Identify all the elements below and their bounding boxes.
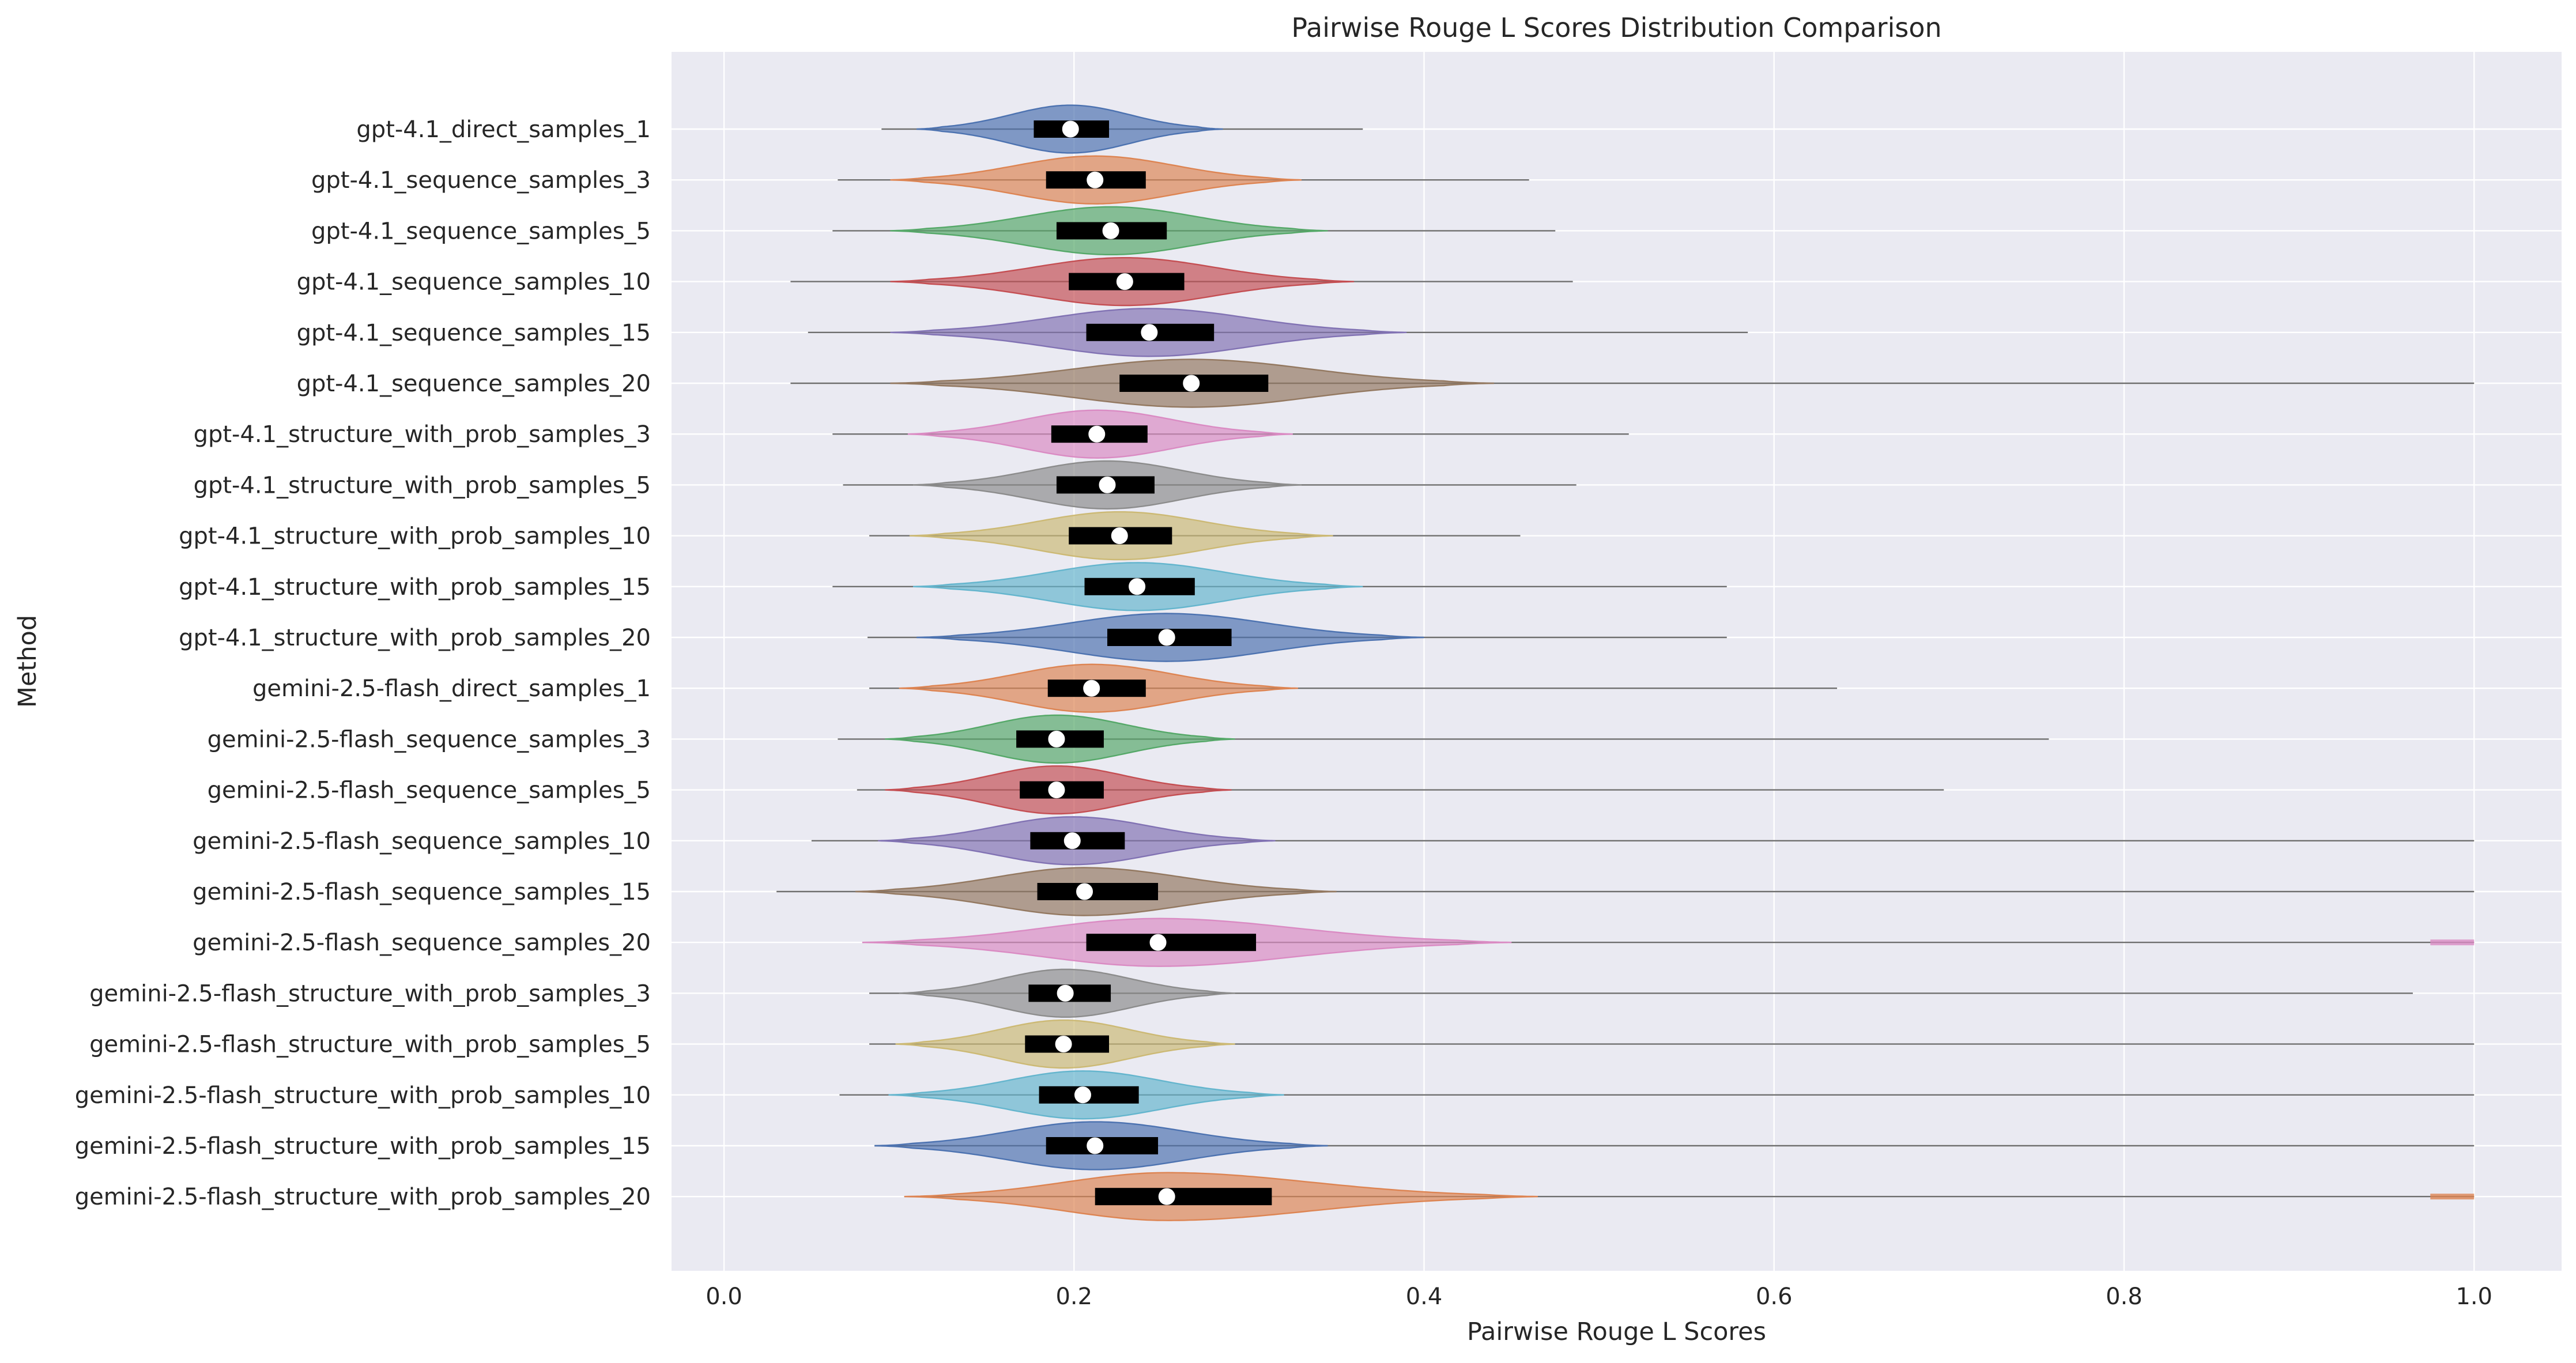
violin-tail [2430, 939, 2475, 946]
violin-median-point [1048, 781, 1065, 799]
y-tick-label: gemini-2.5-flash_sequence_samples_5 [208, 777, 651, 804]
violin-median-point [1141, 324, 1158, 341]
x-tick-label: 0.0 [706, 1283, 742, 1310]
y-tick-label: gemini-2.5-flash_direct_samples_1 [252, 675, 651, 702]
violin-median-point [1055, 1036, 1072, 1053]
violin-median-point [1087, 171, 1104, 188]
y-tick-label: gpt-4.1_sequence_samples_15 [297, 320, 651, 346]
violin-group [862, 918, 2475, 967]
y-tick-label: gemini-2.5-flash_structure_with_prob_sam… [75, 1184, 651, 1210]
violin-group [790, 358, 2475, 408]
violin-median-point [1083, 679, 1100, 697]
violin-group [869, 663, 1838, 713]
violin-group [881, 104, 1363, 154]
violin-group [874, 1121, 2475, 1171]
violin-group [808, 308, 1748, 357]
violin-median-point [1158, 629, 1175, 646]
violin-median-point [1062, 120, 1079, 138]
y-tick-label: gemini-2.5-flash_structure_with_prob_sam… [75, 1133, 651, 1160]
x-tick-label: 0.8 [2106, 1283, 2143, 1310]
violin-group [811, 816, 2475, 866]
chart-title: Pairwise Rouge L Scores Distribution Com… [1291, 12, 1941, 43]
violins [776, 104, 2475, 1221]
violin-group [868, 613, 1727, 662]
violin-group [832, 562, 1727, 611]
violin-median-point [1057, 984, 1074, 1002]
violin-median-point [1087, 1137, 1104, 1154]
y-tick-label: gpt-4.1_direct_samples_1 [356, 116, 651, 143]
violin-median-point [1149, 934, 1167, 951]
violin-group [832, 409, 1629, 459]
violin-group [838, 714, 2049, 764]
violin-iqr-box [1086, 934, 1257, 952]
violin-group [839, 1070, 2475, 1120]
violin-group [790, 257, 1573, 307]
y-tick-label: gemini-2.5-flash_sequence_samples_3 [208, 726, 651, 753]
violin-median-point [1129, 578, 1146, 595]
violin-median-point [1183, 375, 1200, 392]
y-tick-label: gpt-4.1_structure_with_prob_samples_15 [179, 574, 651, 601]
violin-group [776, 867, 2475, 916]
violin-group [869, 1020, 2475, 1069]
y-tick-label: gemini-2.5-flash_sequence_samples_10 [193, 828, 651, 855]
violin-median-point [1102, 222, 1119, 239]
y-tick-label: gemini-2.5-flash_structure_with_prob_sam… [89, 980, 651, 1007]
y-tick-label: gpt-4.1_sequence_samples_3 [311, 167, 651, 194]
violin-group [869, 511, 1521, 561]
x-tick-label: 1.0 [2456, 1283, 2492, 1310]
violin-group [869, 968, 2413, 1018]
y-tick-label: gemini-2.5-flash_sequence_samples_20 [193, 930, 651, 956]
y-tick-labels: gpt-4.1_direct_samples_1 gpt-4.1_sequence… [75, 116, 651, 1210]
y-tick-label: gemini-2.5-flash_sequence_samples_15 [193, 879, 651, 905]
y-axis-title: Method [13, 615, 42, 708]
y-tick-label: gemini-2.5-flash_structure_with_prob_sam… [75, 1082, 651, 1109]
y-tick-label: gpt-4.1_structure_with_prob_samples_10 [179, 523, 651, 550]
y-tick-label: gpt-4.1_structure_with_prob_samples_5 [194, 472, 651, 499]
violin-iqr-box [1037, 883, 1159, 900]
violin-median-point [1063, 832, 1081, 849]
x-tick-label: 0.4 [1406, 1283, 1443, 1310]
y-tick-label: gemini-2.5-flash_structure_with_prob_sam… [89, 1032, 651, 1058]
x-tick-label: 0.2 [1055, 1283, 1092, 1310]
x-tick-label: 0.6 [1756, 1283, 1793, 1310]
violin-median-point [1158, 1188, 1175, 1205]
violin-median-point [1076, 883, 1093, 900]
y-tick-label: gpt-4.1_sequence_samples_20 [297, 371, 651, 397]
y-tick-label: gpt-4.1_structure_with_prob_samples_3 [194, 421, 651, 448]
plot-area [672, 52, 2562, 1271]
violin-median-point [1074, 1086, 1091, 1104]
violin-median-point [1048, 730, 1065, 747]
violin-group [843, 460, 1576, 510]
violin-median-point [1099, 476, 1116, 493]
x-axis-title: Pairwise Rouge L Scores [1467, 1317, 1766, 1346]
violin-group [857, 765, 1944, 815]
violin-group [838, 155, 1529, 205]
y-tick-label: gpt-4.1_structure_with_prob_samples_20 [179, 625, 651, 651]
y-tick-label: gpt-4.1_sequence_samples_5 [311, 218, 651, 244]
violin-tail [2430, 1194, 2475, 1200]
violin-median-point [1111, 527, 1128, 545]
violin-group [832, 206, 1556, 255]
y-tick-label: gpt-4.1_sequence_samples_10 [297, 269, 651, 296]
violin-median-point [1116, 273, 1133, 290]
violin-median-point [1088, 425, 1106, 443]
x-tick-labels: 0.0 0.2 0.4 0.6 0.8 1.0 [706, 1283, 2492, 1310]
violin-group [904, 1172, 2475, 1221]
violin-iqr-box [1095, 1188, 1272, 1206]
